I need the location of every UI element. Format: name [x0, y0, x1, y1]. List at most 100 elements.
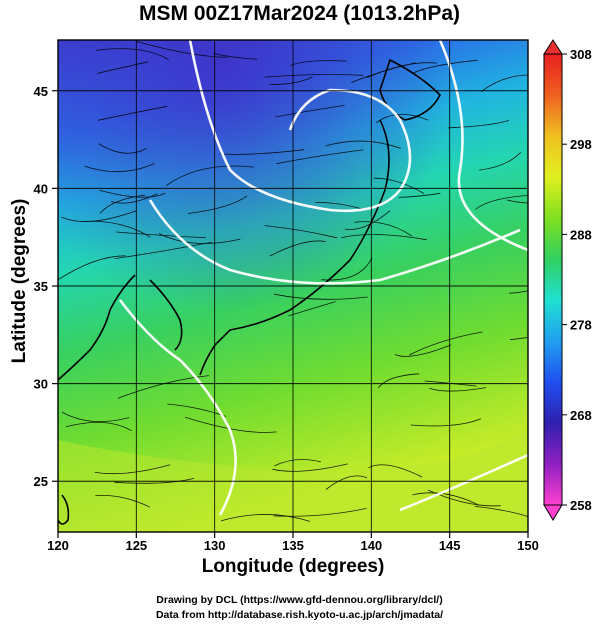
y-tick-label: 45 — [34, 84, 48, 99]
streamline — [97, 105, 168, 121]
x-tick-label: 120 — [47, 538, 69, 553]
streamline — [412, 492, 480, 506]
streamline — [506, 199, 528, 204]
contour-line — [188, 40, 412, 213]
credit-data-source: Data from http://database.rish.kyoto-u.a… — [155, 609, 444, 621]
contour-line — [148, 199, 521, 285]
streamline — [272, 463, 348, 472]
streamline — [65, 422, 132, 432]
streamline — [184, 416, 277, 433]
streamline — [341, 234, 427, 241]
x-tick-label: 135 — [282, 538, 304, 553]
streamline — [351, 62, 416, 83]
streamline — [479, 152, 521, 171]
streamline — [508, 290, 528, 294]
streamline — [274, 459, 321, 467]
streamline — [509, 337, 528, 341]
streamline — [354, 221, 413, 237]
x-tick-label: 145 — [439, 538, 461, 553]
streamline — [373, 177, 425, 194]
colorbar-tick-label: 308 — [570, 47, 592, 62]
colorbar-bottom-triangle — [543, 504, 563, 521]
streamline — [448, 120, 510, 129]
colorbar: 258 268 278 288 298 308 — [543, 39, 592, 521]
streamline — [165, 165, 254, 187]
colorbar-tick-label: 268 — [570, 408, 592, 423]
korea-coastline — [149, 279, 183, 351]
contour-line — [399, 453, 528, 512]
x-tick-label: 150 — [517, 538, 539, 553]
streamline — [114, 241, 213, 259]
x-axis-label: Longitude (degrees) — [201, 556, 385, 577]
colorbar-ticks: 258 268 278 288 298 308 — [562, 47, 592, 513]
streamline — [264, 225, 338, 239]
chart-title: MSM 00Z17Mar2024 (1013.2hPa) — [139, 2, 460, 25]
streamline — [220, 149, 305, 155]
taiwan-coastline — [58, 494, 70, 525]
streamline — [275, 105, 345, 118]
y-axis-label: Latitude (degrees) — [9, 198, 30, 364]
streamline — [377, 373, 420, 389]
streamline — [480, 74, 528, 92]
x-axis-ticks: 120 125 130 135 140 145 150 — [47, 532, 539, 553]
streamline — [394, 344, 452, 357]
streamline — [99, 194, 145, 214]
streamline — [187, 195, 248, 214]
colorbar-tick-label: 258 — [570, 498, 592, 513]
y-tick-label: 35 — [34, 279, 48, 294]
streamline — [410, 418, 482, 427]
x-tick-label: 125 — [125, 538, 147, 553]
colorbar-bar — [543, 53, 563, 506]
colorbar-tick-label: 278 — [570, 318, 592, 333]
streamline — [61, 411, 130, 422]
streamline — [429, 387, 487, 392]
streamline — [269, 240, 326, 257]
streamline — [274, 293, 368, 300]
x-tick-label: 140 — [360, 538, 382, 553]
x-tick-label: 130 — [204, 538, 226, 553]
streamline — [321, 257, 373, 281]
contour-line — [438, 40, 528, 252]
y-tick-label: 40 — [34, 181, 48, 196]
streamline — [58, 255, 126, 281]
streamline — [475, 194, 528, 210]
contour-line — [118, 299, 237, 516]
streamline — [325, 475, 368, 490]
streamline — [220, 514, 311, 522]
streamline — [409, 331, 483, 356]
y-tick-label: 25 — [34, 474, 48, 489]
streamline — [158, 233, 241, 244]
streamline — [116, 231, 206, 239]
gridlines — [58, 40, 528, 532]
wind-streamlines — [58, 41, 528, 522]
streamline — [84, 163, 155, 173]
streamline — [94, 464, 171, 475]
streamline — [344, 210, 391, 230]
streamline — [96, 61, 149, 74]
streamline — [276, 149, 364, 165]
streamline — [136, 41, 228, 58]
streamline — [398, 192, 441, 198]
streamline — [288, 301, 336, 317]
streamline — [213, 53, 258, 60]
streamline — [325, 140, 401, 149]
streamline — [413, 59, 478, 74]
streamline — [424, 380, 477, 387]
credit-drawing: Drawing by DCL (https://www.gfd-dennou.o… — [156, 594, 443, 606]
streamline — [96, 48, 169, 60]
streamline — [273, 508, 367, 517]
y-axis-ticks: 25 30 35 40 45 — [34, 84, 58, 489]
streamline — [474, 506, 528, 518]
streamline — [95, 494, 150, 508]
streamline — [114, 477, 195, 484]
y-tick-label: 30 — [34, 377, 48, 392]
colorbar-top-triangle — [543, 39, 563, 55]
china-coastline — [58, 274, 136, 381]
colorbar-tick-label: 288 — [570, 227, 592, 242]
streamline — [269, 76, 313, 85]
pressure-contours — [118, 40, 528, 516]
colorbar-tick-label: 298 — [570, 137, 592, 152]
streamline — [110, 193, 158, 204]
streamline — [264, 74, 364, 78]
